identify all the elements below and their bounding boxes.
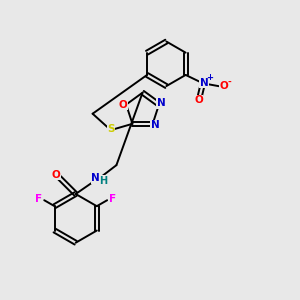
Text: N: N	[91, 173, 100, 183]
Text: N: N	[157, 98, 166, 108]
Text: O: O	[194, 95, 203, 105]
Text: F: F	[35, 194, 43, 204]
Text: O: O	[51, 170, 60, 180]
Text: O: O	[219, 81, 228, 91]
Text: -: -	[227, 78, 231, 87]
Text: N: N	[151, 120, 160, 130]
Text: F: F	[109, 194, 116, 204]
Text: H: H	[99, 176, 107, 186]
Text: N: N	[200, 78, 209, 88]
Text: S: S	[107, 124, 115, 134]
Text: +: +	[206, 74, 213, 82]
Text: O: O	[119, 100, 128, 110]
